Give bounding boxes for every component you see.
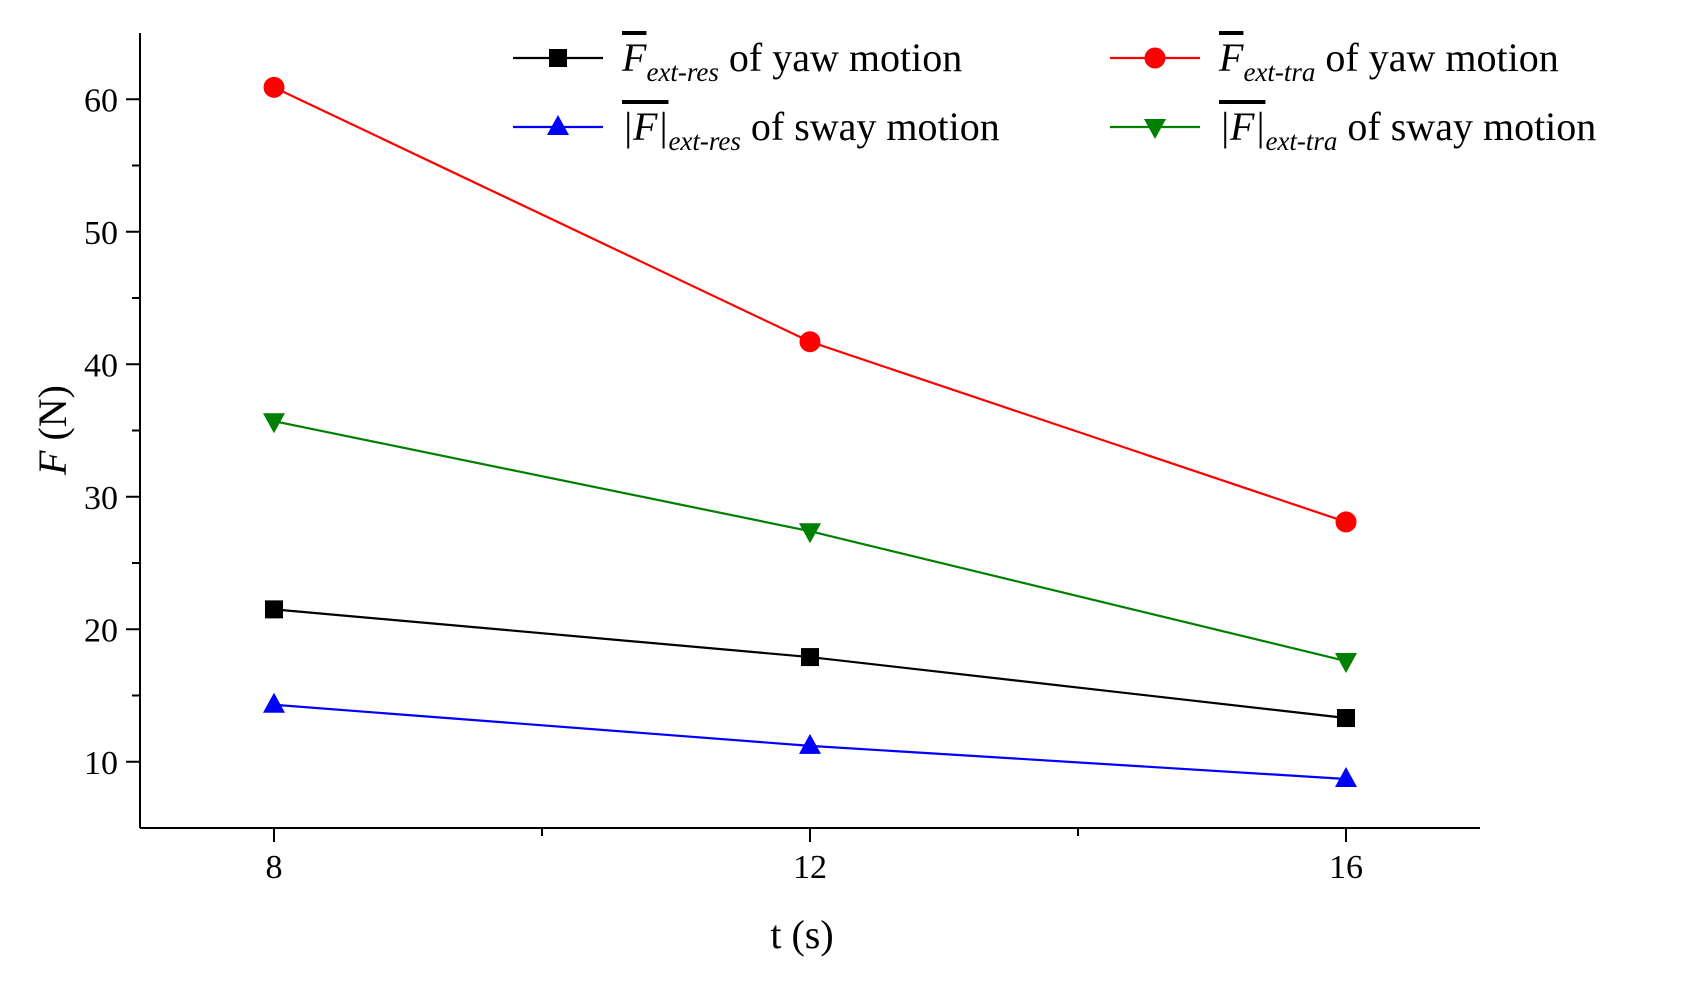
- data-point-yaw_res: [801, 648, 819, 667]
- data-point-yaw_tra: [799, 331, 821, 353]
- legend-symbol: F: [1218, 35, 1244, 80]
- x-tick-label: 12: [793, 849, 827, 886]
- series-sway_res: [263, 692, 1357, 787]
- legend-suffix: of sway motion: [1337, 104, 1596, 149]
- y-tick-label: 50: [84, 215, 118, 252]
- data-point-yaw_tra: [1335, 511, 1357, 533]
- x-tick-label: 16: [1329, 849, 1363, 886]
- legend-swatch-marker: [1144, 119, 1166, 139]
- legend-subscript: ext-res: [668, 126, 740, 156]
- data-point-yaw_res: [265, 600, 283, 619]
- y-ticks: 10 20 30 40 50 60: [84, 82, 140, 782]
- legend-swatch-marker: [547, 115, 569, 135]
- legend: Fext-res of yaw motion Fext-tra of yaw mo…: [513, 35, 1596, 156]
- legend-symbol: |F|: [622, 104, 668, 149]
- x-axis-title: t (s): [770, 912, 833, 957]
- data-point-sway_res: [1335, 766, 1357, 787]
- y-tick-label: 20: [84, 612, 118, 649]
- legend-swatch-marker: [1144, 47, 1166, 69]
- x-ticks: 8 12 16: [266, 828, 1363, 886]
- legend-suffix: of sway motion: [741, 104, 1000, 149]
- legend-suffix: of yaw motion: [1315, 35, 1558, 80]
- legend-subscript: ext-res: [646, 57, 718, 87]
- y-tick-label: 40: [84, 347, 118, 384]
- x-tick-label: 8: [266, 849, 283, 886]
- legend-item-yaw_tra: Fext-tra of yaw motion: [1110, 35, 1559, 87]
- plot-area: [263, 76, 1357, 787]
- legend-symbol: F: [621, 35, 647, 80]
- legend-label: Fext-res of yaw motion: [621, 35, 962, 87]
- legend-label: |F|ext-tra of sway motion: [1219, 104, 1596, 156]
- y-tick-label: 60: [84, 82, 118, 119]
- legend-subscript: ext-tra: [1243, 57, 1315, 87]
- legend-label: |F|ext-res of sway motion: [622, 104, 1000, 156]
- series-sway_tra: [263, 413, 1357, 674]
- series-yaw_res: [265, 600, 1355, 728]
- data-point-yaw_res: [1337, 709, 1355, 728]
- data-point-sway_tra: [263, 413, 285, 434]
- legend-label: Fext-tra of yaw motion: [1218, 35, 1559, 87]
- y-tick-label: 30: [84, 480, 118, 517]
- legend-symbol: |F|: [1219, 104, 1265, 149]
- legend-subscript: ext-tra: [1265, 126, 1337, 156]
- legend-item-sway_tra: |F|ext-tra of sway motion: [1110, 104, 1596, 156]
- data-point-sway_tra: [799, 523, 821, 544]
- data-point-sway_res: [799, 733, 821, 754]
- data-point-sway_tra: [1335, 653, 1357, 674]
- legend-suffix: of yaw motion: [719, 35, 962, 80]
- legend-swatch-marker: [549, 49, 567, 67]
- series-yaw_tra: [263, 76, 1357, 533]
- legend-item-sway_res: |F|ext-res of sway motion: [513, 104, 1000, 156]
- data-point-sway_res: [263, 692, 285, 713]
- y-axis-title: F (N): [30, 385, 75, 476]
- legend-item-yaw_res: Fext-res of yaw motion: [513, 35, 962, 87]
- data-point-yaw_tra: [263, 76, 285, 98]
- y-tick-label: 10: [84, 745, 118, 782]
- series-line-yaw_tra: [273, 86, 1347, 523]
- series-layer: [263, 76, 1357, 787]
